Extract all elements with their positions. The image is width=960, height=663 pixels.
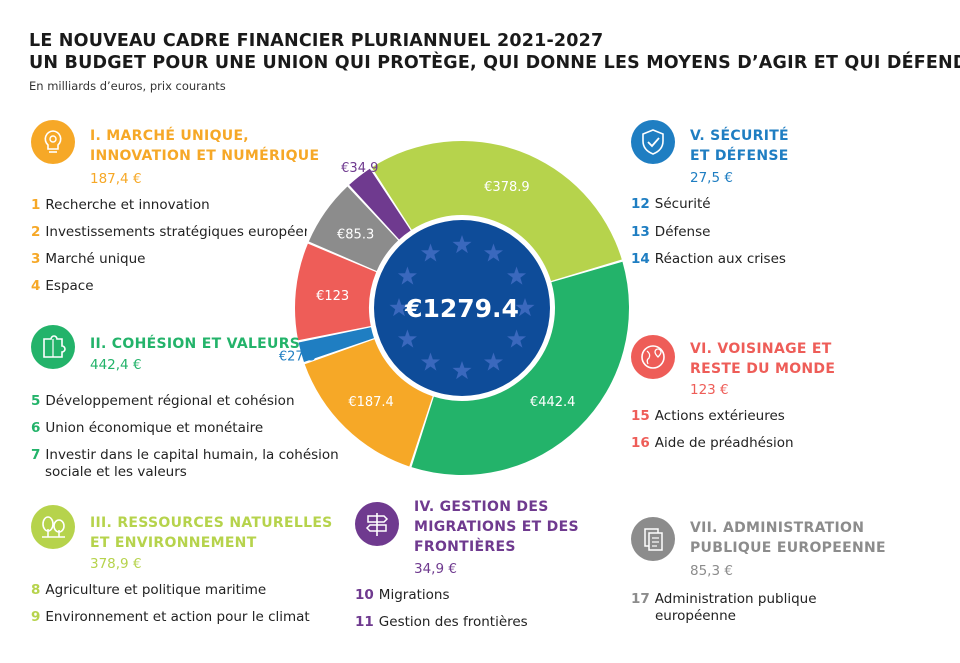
list-item-12: 12 Sécurité [631,196,711,212]
list-item-9: 9 Environnement et action pour le climat [31,609,310,625]
section-5-amount: 27,5 € [690,170,733,186]
shield-check-icon [631,120,675,164]
eu-star [452,361,472,380]
total-value: €1279.4 [404,294,519,323]
donut-segment-5 [349,168,411,240]
list-item-13: 13 Défense [631,224,711,240]
eu-star [420,352,441,371]
section-1-heading: I. MARCHÉ UNIQUE, INNOVATION ET NUMÉRIQUE [90,128,320,164]
section-7-heading: VII. ADMINISTRATION PUBLIQUE EUROPEENNE [690,520,886,556]
list-item-14: 14 Réaction aux crises [631,251,786,267]
eu-star [397,329,417,348]
section-2-amount: 442,4 € [90,357,142,373]
list-item-17: 17 Administration publique européenne [631,591,817,624]
donut-segment-3 [295,243,377,341]
signpost-icon [355,502,399,546]
donut-segment-2 [298,327,374,363]
eu-star [515,298,535,317]
section-5-heading: V. SÉCURITÉ ET DÉFENSE [690,128,789,164]
eu-star [507,266,527,285]
section-2-heading: II. COHÉSION ET VALEURS [90,336,301,352]
donut-segment-1 [304,339,433,467]
donut-segment-4 [308,186,399,271]
section-1-amount: 187,4 € [90,171,142,187]
documents-icon [631,517,675,561]
donut-segment-7 [411,261,629,475]
eu-flag-center [374,220,550,396]
list-item-10: 10 Migrations [355,587,450,603]
donut-label-2: €27.5 [279,350,316,365]
list-item-16: 16 Aide de préadhésion [631,435,794,451]
list-item-7: 7 Investir dans le capital humain, la coh… [31,447,339,480]
list-item-15: 15 Actions extérieures [631,408,785,424]
page-subtitle-heading: UN BUDGET POUR UNE UNION QUI PROTÈGE, QU… [29,53,960,73]
eu-star [452,235,472,254]
eu-stars [389,235,535,380]
eu-star [483,352,504,371]
section-4-heading: IV. GESTION DES MIGRATIONS ET DES FRONTIÈR… [414,499,579,555]
list-item-3: 3 Marché unique [31,251,146,267]
list-item-1: 1 Recherche et innovation [31,197,210,213]
section-4-amount: 34,9 € [414,561,457,577]
eu-star [397,266,417,285]
section-7-amount: 85,3 € [690,563,733,579]
donut-label-4: €85.3 [337,227,374,242]
list-item-2: 2 Investissements stratégiques européens [31,224,307,240]
eu-star [507,329,527,348]
eu-star [483,243,504,262]
list-item-5: 5 Développement régional et cohésion [31,393,295,409]
puzzle-icon [31,325,75,369]
section-3-amount: 378,9 € [90,556,142,572]
list-item-6: 6 Union économique et monétaire [31,420,264,436]
donut-label-1: €187.4 [348,395,394,410]
page-title: LE NOUVEAU CADRE FINANCIER PLURIANNUEL 2… [29,31,604,51]
eu-star [389,298,409,317]
eu-star [420,243,441,262]
donut-label-5: €34.9 [341,161,378,176]
donut-segment-6 [371,141,622,281]
list-item-8: 8 Agriculture et politique maritime [31,582,267,598]
donut-label-7: €442.4 [530,395,576,410]
section-6-heading: VI. VOISINAGE ET RESTE DU MONDE [690,341,836,377]
globe-pin-icon [631,335,675,379]
section-6-amount: 123 € [690,382,729,398]
donut-label-3: €123 [316,289,349,304]
trees-icon [31,505,75,549]
lightbulb-gear-icon [31,120,75,164]
section-3-heading: III. RESSOURCES NATURELLES ET ENVIRONNEME… [90,515,333,551]
list-item-11: 11 Gestion des frontières [355,614,528,630]
list-item-4: 4 Espace [31,278,94,294]
donut-label-6: €378.9 [484,180,530,195]
unit-note: En milliards d’euros, prix courants [29,79,226,93]
